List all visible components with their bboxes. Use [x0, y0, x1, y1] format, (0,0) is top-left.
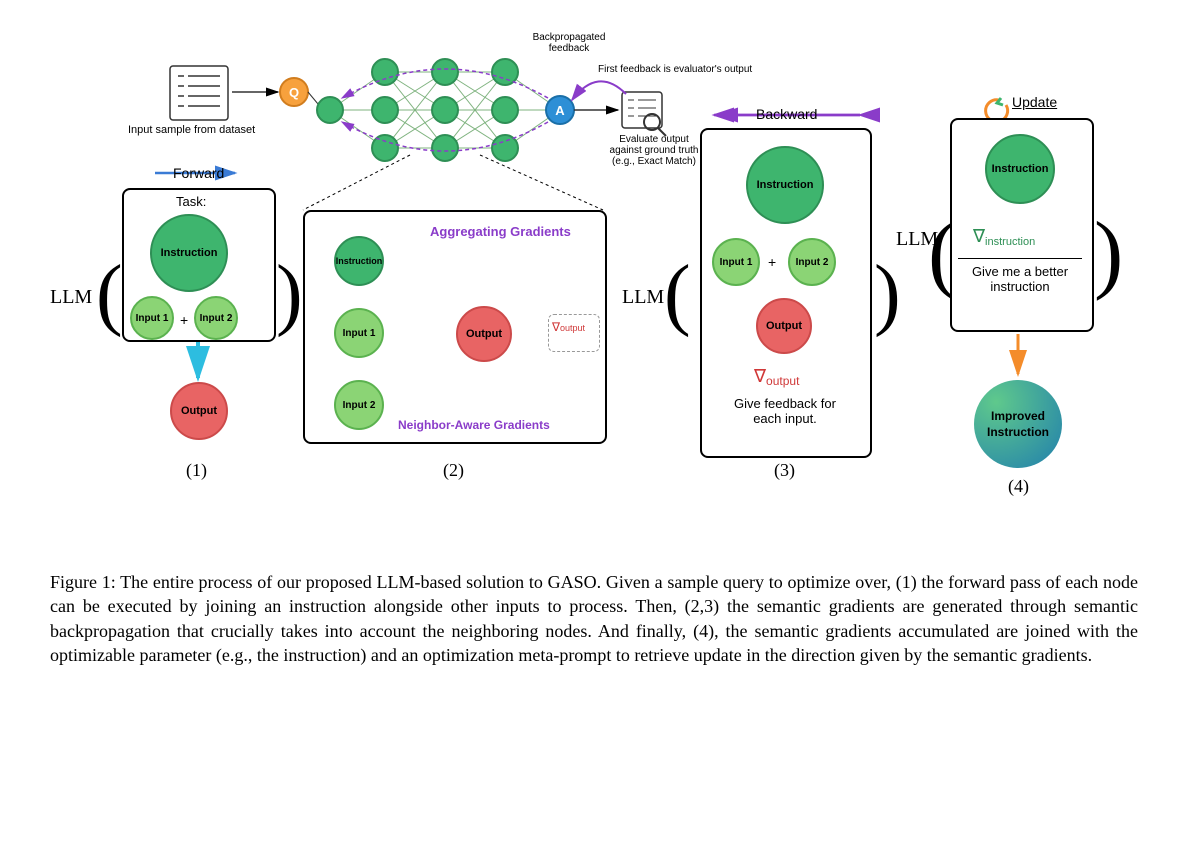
p4-give-better: Give me a better instruction	[958, 264, 1082, 294]
p4-grad-instruction: ∇instruction	[973, 226, 1035, 247]
p2-input1: Input 1	[334, 308, 384, 358]
svg-text:Instruction: Instruction	[987, 425, 1049, 439]
update-label: Update	[1012, 94, 1057, 110]
p4-number: (4)	[1008, 476, 1029, 497]
p2-number: (2)	[443, 460, 464, 481]
p1-plus: +	[180, 312, 188, 328]
p1-llm-label: LLM	[50, 286, 92, 309]
p2-grad-output: ∇output	[552, 320, 585, 334]
p3-plus: +	[768, 254, 776, 270]
p4-divider	[958, 258, 1082, 259]
evaluate-label: Evaluate output against ground truth (e.…	[594, 134, 714, 167]
backward-label: Backward	[756, 106, 817, 122]
evaluate-icon	[622, 92, 666, 136]
p3-instruction: Instruction	[746, 146, 824, 224]
p3-llm-label: LLM	[622, 286, 664, 309]
svg-text:Improved: Improved	[991, 409, 1045, 423]
p3-input2: Input 2	[788, 238, 836, 286]
input-sample-icon	[170, 66, 228, 120]
input-sample-label: Input sample from dataset	[128, 124, 255, 136]
figure-caption: Figure 1: The entire process of our prop…	[50, 570, 1138, 667]
forward-label: Forward	[173, 165, 224, 181]
p1-output: Output	[170, 382, 228, 440]
p4-instruction: Instruction	[985, 134, 1055, 204]
task-label: Task:	[176, 194, 206, 209]
p3-grad-output: ∇output	[754, 366, 799, 387]
p3-number: (3)	[774, 460, 795, 481]
p2-instruction: Instruction	[334, 236, 384, 286]
p1-input1: Input 1	[130, 296, 174, 340]
p2-neighbor: Neighbor-Aware Gradients	[398, 418, 550, 432]
p3-input1: Input 1	[712, 238, 760, 286]
p3-feedback: Give feedback for each input.	[725, 396, 845, 426]
p3-output: Output	[756, 298, 812, 354]
neural-network	[317, 59, 573, 161]
p1-input2: Input 2	[194, 296, 238, 340]
p2-output: Output	[456, 306, 512, 362]
q-node-label: Q	[289, 85, 299, 100]
backprop-label: Backpropagated feedback	[524, 32, 614, 54]
first-feedback-label: First feedback is evaluator's output	[598, 64, 752, 75]
p2-aggregating: Aggregating Gradients	[430, 224, 571, 239]
a-node-label: A	[555, 103, 565, 118]
p2-input2: Input 2	[334, 380, 384, 430]
p1-number: (1)	[186, 460, 207, 481]
p1-instruction: Instruction	[150, 214, 228, 292]
